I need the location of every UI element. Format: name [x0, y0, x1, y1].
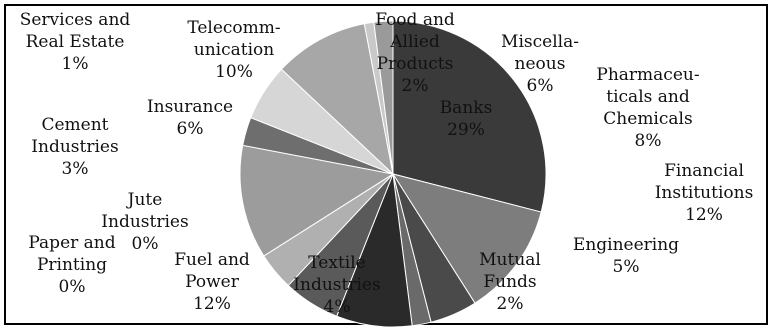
slice-label-line: Food and: [375, 10, 455, 30]
slice-label-banks: Banks 29%: [440, 98, 493, 140]
slice-label-line: Cement: [41, 115, 108, 135]
slice-label-line: unication: [194, 40, 274, 60]
slice-label-line: Paper and: [28, 233, 115, 253]
slice-label-telecommunication: Telecomm-unication 10%: [187, 18, 280, 82]
slice-label-line: Banks: [440, 98, 493, 118]
slice-label-line: Miscella-: [501, 32, 579, 52]
slice-label-line: neous: [515, 54, 566, 74]
slice-label-line: 1%: [62, 54, 89, 74]
slice-label-pharmaceuticals-and-chemicals: Pharmaceu-ticals and Chemicals 8%: [596, 65, 699, 151]
slice-label-services-and-real-estate: Services and Real Estate 1%: [20, 10, 131, 74]
pie-slice-banks: [392, 20, 547, 213]
slice-label-line: Financial: [664, 161, 744, 181]
slice-label-fuel-and-power: Fuel and Power 12%: [174, 250, 250, 314]
slice-label-line: 6%: [177, 119, 204, 139]
pie-slice-telecommunication: [280, 23, 394, 176]
slice-label-mutual-funds: Mutual Funds 2%: [479, 250, 541, 314]
slice-label-line: Real Estate: [26, 32, 125, 52]
slice-label-line: 6%: [527, 76, 554, 96]
slice-label-paper-and-printing: Paper and Printing 0%: [28, 233, 115, 297]
slice-label-line: Allied: [389, 32, 440, 52]
slice-label-line: 4%: [324, 297, 351, 317]
slice-label-line: Mutual: [479, 250, 541, 270]
slice-label-line: Insurance: [147, 97, 233, 117]
slice-label-engineering: Engineering 5%: [573, 235, 679, 277]
slice-label-insurance: Insurance 6%: [147, 97, 233, 139]
slice-label-line: 2%: [402, 76, 429, 96]
slice-label-line: 0%: [132, 234, 159, 254]
slice-label-line: Power: [185, 272, 240, 292]
slice-label-line: Telecomm-: [187, 18, 280, 38]
slice-label-line: Industries: [31, 137, 118, 157]
slice-label-textile-industries: Textile Industries 4%: [293, 253, 380, 317]
slice-label-line: Industries: [101, 212, 188, 232]
slice-label-line: 12%: [685, 205, 723, 225]
slice-label-line: 12%: [193, 294, 231, 314]
pie-labels: Banks 29%Financial Institutions 12%Engineer…: [20, 10, 754, 317]
slice-label-miscellaneous: Miscella-neous 6%: [501, 32, 579, 96]
slice-label-line: Pharmaceu-: [596, 65, 699, 85]
slice-label-line: Chemicals: [603, 109, 692, 129]
slice-label-food-and-allied-products: Food and Allied Products 2%: [375, 10, 455, 96]
slice-label-line: 29%: [447, 120, 485, 140]
slice-label-line: Fuel and: [174, 250, 250, 270]
slice-label-line: Engineering: [573, 235, 679, 255]
pie-slices: [239, 20, 547, 328]
slice-label-line: 3%: [62, 159, 89, 179]
slice-label-line: Printing: [37, 255, 107, 275]
slice-label-line: Products: [377, 54, 454, 74]
pie-slice-food-and-allied-products: [373, 20, 394, 175]
slice-label-line: Services and: [20, 10, 131, 30]
pie-slice-financial-institutions: [391, 173, 542, 304]
pie-slice-fuel-and-power: [239, 144, 395, 257]
slice-label-cement-industries: Cement Industries 3%: [31, 115, 118, 179]
slice-label-line: 5%: [613, 257, 640, 277]
slice-label-line: ticals and: [606, 87, 690, 107]
slice-label-line: Funds: [483, 272, 536, 292]
slice-label-line: Textile: [308, 253, 365, 273]
slice-label-line: Industries: [293, 275, 380, 295]
slice-label-jute-industries: Jute Industries 0%: [101, 190, 188, 254]
slice-label-line: 8%: [635, 131, 662, 151]
slice-label-line: Jute: [126, 190, 163, 210]
slice-label-line: 2%: [497, 294, 524, 314]
slice-label-line: 0%: [59, 277, 86, 297]
slice-label-line: 10%: [215, 62, 253, 82]
slice-label-line: Institutions: [655, 183, 754, 203]
slice-label-financial-institutions: Financial Institutions 12%: [655, 161, 754, 225]
